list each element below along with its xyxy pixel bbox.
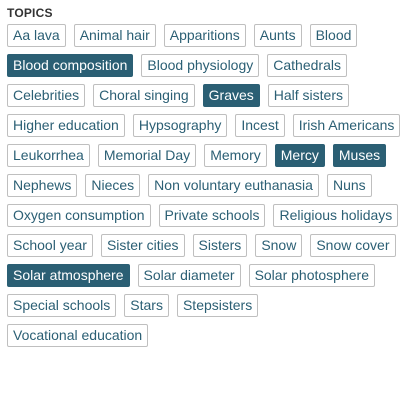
topic-tag[interactable]: Snow cover [310, 234, 396, 257]
topic-tag[interactable]: Sisters [192, 234, 248, 257]
topic-tag[interactable]: Nuns [326, 174, 372, 197]
topic-tag[interactable]: Sister cities [100, 234, 185, 257]
topic-tag[interactable]: Vocational education [7, 324, 149, 347]
topic-tag[interactable]: Blood physiology [141, 54, 260, 77]
topic-tag[interactable]: Religious holidays [273, 204, 399, 227]
topic-tag[interactable]: Incest [235, 114, 285, 137]
topic-tag[interactable]: Blood composition [7, 54, 134, 77]
topic-tag[interactable]: Choral singing [93, 84, 195, 107]
topic-tag[interactable]: Stars [124, 294, 169, 317]
topic-tag[interactable]: Private schools [158, 204, 266, 227]
topic-tag[interactable]: Memorial Day [97, 144, 197, 167]
topic-tag[interactable]: Cathedrals [267, 54, 347, 77]
topic-tag[interactable]: Aunts [253, 24, 302, 47]
topic-tag[interactable]: Irish Americans [292, 114, 401, 137]
topic-tag[interactable]: Blood [309, 24, 358, 47]
topic-tag[interactable]: Higher education [7, 114, 125, 137]
topic-tag[interactable]: Stepsisters [176, 294, 259, 317]
topic-tag[interactable]: Celebrities [7, 84, 86, 107]
topic-tag[interactable]: Solar photosphere [248, 264, 375, 287]
topic-tag[interactable]: Muses [332, 144, 387, 167]
topic-tag[interactable]: Non voluntary euthanasia [148, 174, 319, 197]
topic-tag[interactable]: Mercy [274, 144, 325, 167]
topic-tag[interactable]: Half sisters [267, 84, 349, 107]
topic-tag[interactable]: School year [7, 234, 93, 257]
topic-tag-list: Aa lava Animal hair Apparitions Aunts Blood B… [7, 24, 407, 347]
topic-tag[interactable]: Apparitions [163, 24, 246, 47]
topic-tag[interactable]: Solar diameter [137, 264, 241, 287]
topics-heading: TOPICS [7, 6, 53, 20]
topic-tag[interactable]: Special schools [7, 294, 117, 317]
topic-tag[interactable]: Oxygen consumption [7, 204, 151, 227]
topic-tag[interactable]: Leukorrhea [7, 144, 90, 167]
topic-tag[interactable]: Animal hair [73, 24, 156, 47]
topic-tag[interactable]: Hypsography [132, 114, 228, 137]
topic-tag[interactable]: Graves [202, 84, 260, 107]
topic-tag[interactable]: Aa lava [7, 24, 66, 47]
topic-tag[interactable]: Nieces [85, 174, 141, 197]
topic-tag[interactable]: Nephews [7, 174, 78, 197]
topic-tag[interactable]: Memory [204, 144, 267, 167]
topic-tag[interactable]: Snow [255, 234, 303, 257]
topic-tag[interactable]: Solar atmosphere [7, 264, 130, 287]
